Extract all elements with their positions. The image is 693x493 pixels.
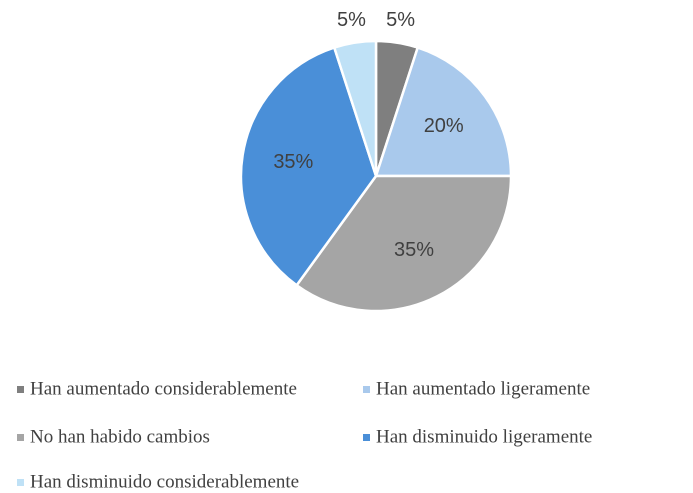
pie-slice — [332, 39, 378, 177]
legend-label: Han aumentado considerablemente — [30, 378, 297, 399]
data-label: 20% — [424, 115, 464, 137]
legend-label: Han disminuido considerablemente — [30, 471, 299, 492]
pie-slice — [374, 46, 513, 178]
legend-marker — [363, 434, 370, 441]
data-label: 35% — [273, 151, 313, 173]
legend-marker — [17, 434, 24, 441]
legend-marker — [17, 479, 24, 486]
legend-marker — [17, 386, 24, 393]
pie-slice — [239, 46, 378, 287]
pie-slice — [294, 174, 513, 313]
legend-marker — [363, 386, 370, 393]
legend-label: Han aumentado ligeramente — [376, 378, 590, 399]
data-label: 5% — [337, 9, 366, 31]
data-label: 5% — [386, 9, 415, 31]
data-label: 35% — [394, 239, 434, 261]
legend-label: Han disminuido ligeramente — [376, 426, 592, 447]
legend-label: No han habido cambios — [30, 426, 210, 447]
